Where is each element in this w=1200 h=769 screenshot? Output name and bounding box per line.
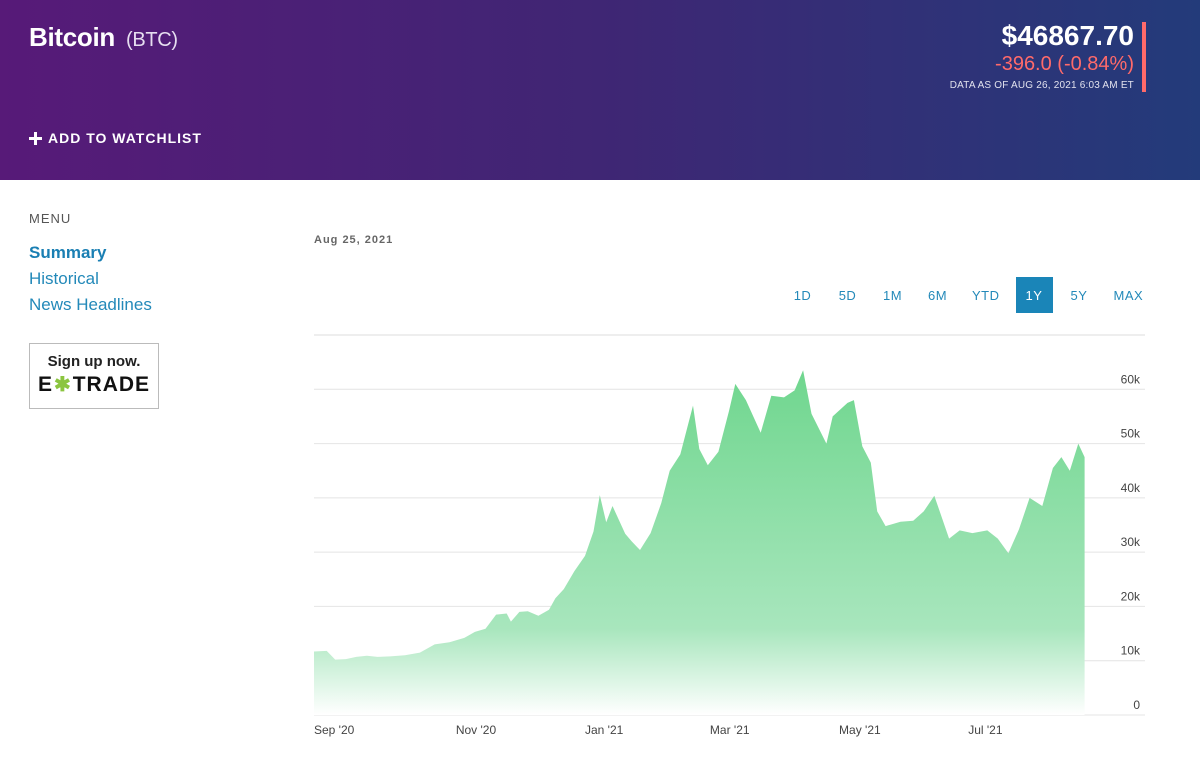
y-tick-label: 20k <box>1121 589 1141 603</box>
menu-title: MENU <box>29 211 72 226</box>
plus-icon <box>29 131 42 145</box>
menu-item-historical[interactable]: Historical <box>29 269 99 288</box>
x-tick-label: Jan '21 <box>585 723 624 737</box>
range-ytd-button[interactable]: YTD <box>964 277 1008 313</box>
data-timestamp: DATA AS OF AUG 26, 2021 6:03 AM ET <box>949 80 1134 91</box>
range-1y-button[interactable]: 1Y <box>1015 277 1053 313</box>
quote-block: $46867.70 -396.0 (-0.84%) DATA AS OF AUG… <box>950 20 1134 91</box>
asset-name: Bitcoin (BTC) <box>29 22 178 53</box>
range-5d-button[interactable]: 5D <box>829 277 866 313</box>
y-tick-label: 40k <box>1121 481 1141 495</box>
watchlist-label: ADD TO WATCHLIST <box>48 130 202 146</box>
range-1m-button[interactable]: 1M <box>874 277 911 313</box>
add-to-watchlist-button[interactable]: ADD TO WATCHLIST <box>29 130 202 146</box>
y-tick-label: 50k <box>1121 427 1141 441</box>
etrade-ad[interactable]: Sign up now. E ✱ TRADE <box>29 343 159 409</box>
x-tick-label: Sep '20 <box>314 723 355 737</box>
range-6m-button[interactable]: 6M <box>919 277 956 313</box>
ad-cta: Sign up now. <box>47 353 141 370</box>
menu-item-summary[interactable]: Summary <box>29 243 107 262</box>
y-tick-label: 10k <box>1121 644 1141 658</box>
x-tick-label: May '21 <box>839 723 881 737</box>
etrade-logo: E ✱ TRADE <box>37 372 151 397</box>
asset-title: Bitcoin <box>29 22 116 52</box>
price-change: -396.0 (-0.84%) <box>995 53 1134 75</box>
price-area <box>314 370 1085 715</box>
x-tick-label: Mar '21 <box>710 723 750 737</box>
side-menu: Summary Historical News Headlines <box>29 240 152 318</box>
chart-gridlines <box>314 334 1145 716</box>
quote-header: Bitcoin (BTC) ADD TO WATCHLIST $46867.70… <box>0 0 1200 180</box>
range-1d-button[interactable]: 1D <box>784 277 821 313</box>
chart-date: Aug 25, 2021 <box>314 234 394 246</box>
range-5y-button[interactable]: 5Y <box>1060 277 1098 313</box>
x-tick-label: Nov '20 <box>456 723 497 737</box>
y-tick-label: 0 <box>1133 698 1140 712</box>
change-indicator-bar <box>1142 22 1146 92</box>
range-selector: 1D 5D 1M 6M YTD 1Y 5Y MAX <box>784 277 1159 313</box>
x-tick-label: Jul '21 <box>968 723 1003 737</box>
menu-item-news-headlines[interactable]: News Headlines <box>29 295 152 314</box>
etrade-star-icon: ✱ <box>53 374 72 396</box>
current-price: $46867.70 <box>1001 20 1134 51</box>
y-tick-label: 60k <box>1121 372 1141 386</box>
y-axis-labels: 0 10k 20k 30k 40k 50k 60k <box>1121 372 1141 712</box>
range-max-button[interactable]: MAX <box>1105 277 1152 313</box>
y-tick-label: 30k <box>1121 535 1141 549</box>
x-axis-labels: Sep '20 Nov '20 Jan '21 Mar '21 May '21 Jul '… <box>314 723 1003 737</box>
asset-ticker: (BTC) <box>125 29 178 51</box>
